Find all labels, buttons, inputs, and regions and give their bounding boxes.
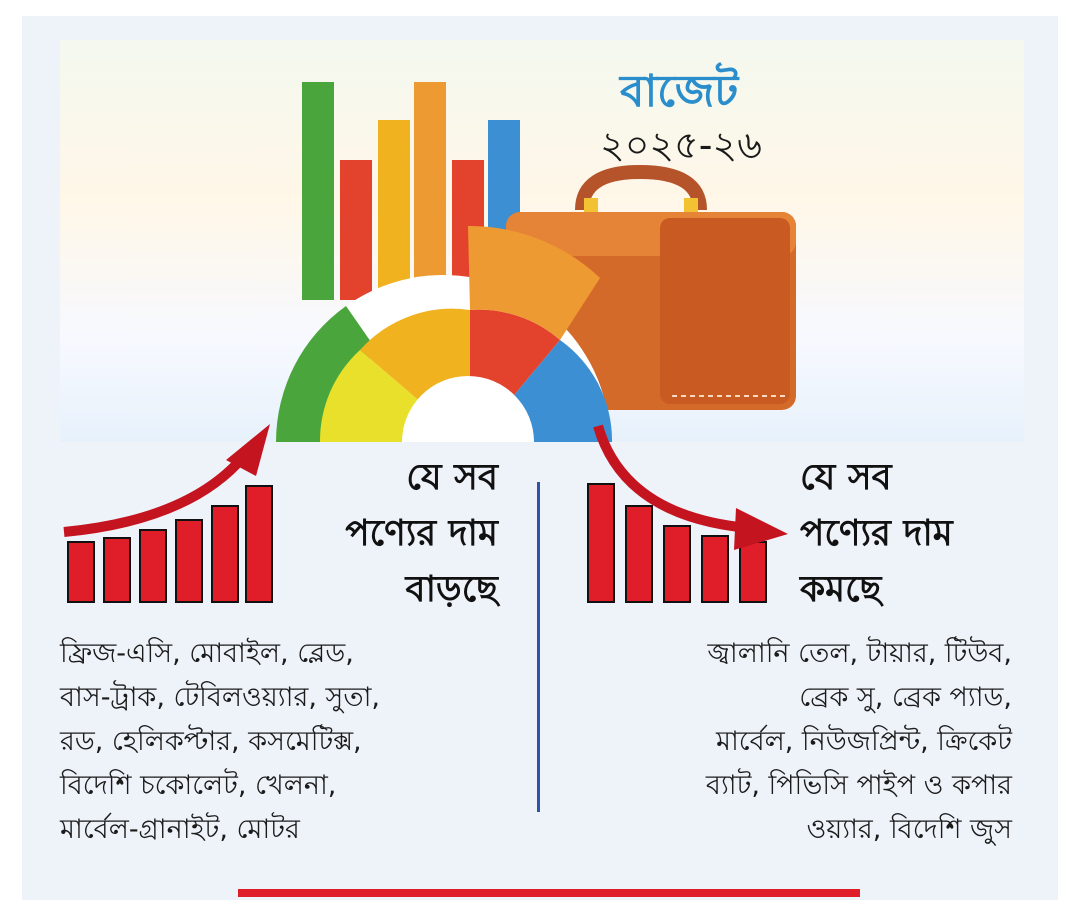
- price-decrease-heading-line-3: কমছে: [800, 569, 882, 610]
- price-increase-list: ফ্রিজ-এসি, মোবাইল, ব্লেড, বাস-ট্রাক, টেব…: [60, 632, 380, 852]
- budget-title: বাজেট: [620, 66, 739, 117]
- gauge-icon: [276, 225, 613, 442]
- price-fall-icon: [587, 424, 788, 603]
- list-item: ব্যাট, পিভিসি পাইপ ও কপার: [705, 770, 1012, 801]
- list-item: জ্বালানি তেল, টায়ার, টিউব,: [707, 638, 1012, 669]
- budget-illustration: [276, 82, 796, 442]
- list-item: বিদেশি চকোলেট, খেলনা,: [60, 770, 337, 801]
- price-decrease-heading-line-1: যে সব: [800, 457, 892, 498]
- illustration-bar-yellow: [378, 120, 410, 300]
- price-decrease-heading: যে সব পণ্যের দাম কমছে: [800, 450, 953, 618]
- list-item: ওয়্যার, বিদেশি জুস: [806, 814, 1012, 845]
- list-item: মার্বেল, নিউজপ্রিন্ট, ক্রিকেট: [715, 726, 1012, 757]
- price-increase-heading: যে সব পণ্যের দাম বাড়ছে: [345, 450, 498, 618]
- list-item: ব্রেক সু, ব্রেক প্যাড,: [799, 682, 1012, 713]
- budget-year: ২০২৫-২৬: [600, 123, 762, 167]
- bottom-accent-rule: [238, 889, 860, 897]
- list-item: ফ্রিজ-এসি, মোবাইল, ব্লেড,: [60, 638, 354, 669]
- list-item: রড, হেলিকপ্টার, কসমেটিক্স,: [60, 726, 362, 757]
- illustration-bar-orange: [414, 82, 446, 300]
- illustration-bar-red: [340, 160, 372, 300]
- price-decrease-list: জ্বালানি তেল, টায়ার, টিউব, ব্রেক সু, ব্…: [706, 632, 1012, 852]
- column-divider: [537, 482, 540, 812]
- budget-banner: বাজেট ২০২৫-২৬: [60, 40, 1024, 442]
- list-item: মার্বেল-গ্রানাইট, মোটর: [60, 814, 300, 845]
- price-rise-icon: [63, 424, 273, 603]
- list-item: বাস-ট্রাক, টেবিলওয়্যার, সুতা,: [60, 682, 380, 713]
- illustration-bar-green: [302, 82, 334, 300]
- price-increase-heading-line-3: বাড়ছে: [405, 569, 498, 610]
- price-increase-heading-line-2: পণ্যের দাম: [345, 513, 498, 554]
- price-decrease-heading-line-2: পণ্যের দাম: [800, 513, 953, 554]
- price-increase-heading-line-1: যে সব: [406, 457, 498, 498]
